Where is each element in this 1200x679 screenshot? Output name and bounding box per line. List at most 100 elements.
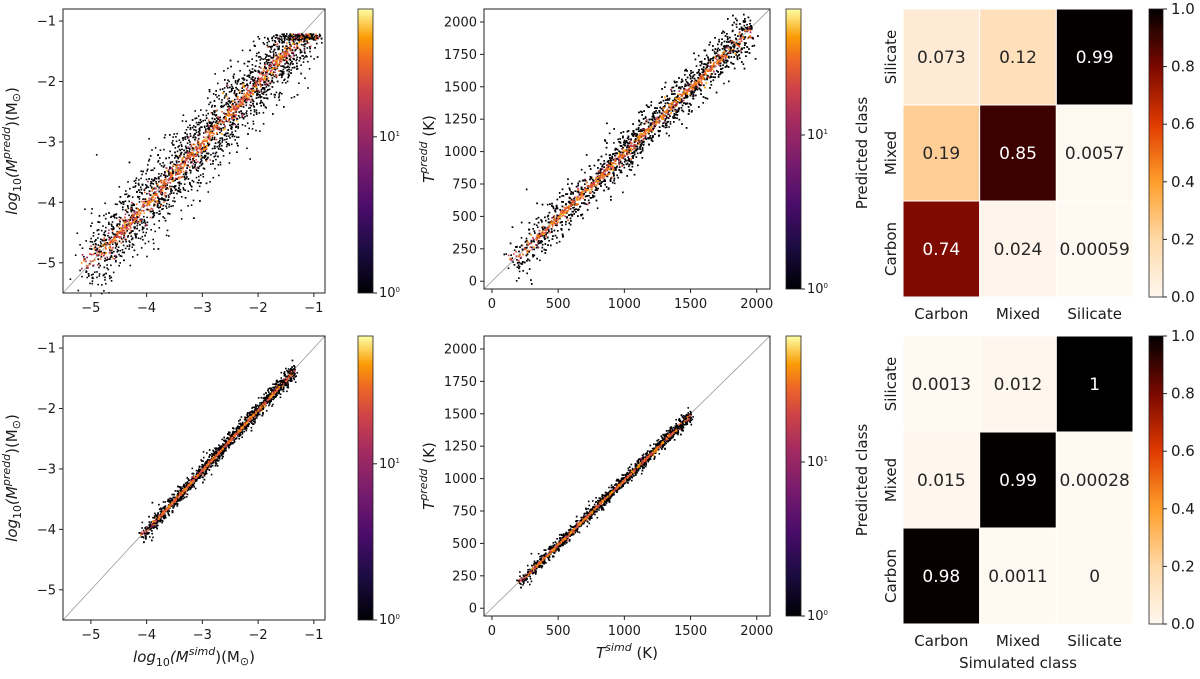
data-point (220, 130, 223, 132)
ridge-point (224, 118, 227, 120)
data-point (215, 114, 218, 116)
data-point (169, 162, 172, 165)
data-point (118, 240, 121, 243)
ridge-point (117, 236, 120, 238)
data-point (146, 208, 149, 211)
data-point (249, 49, 251, 52)
ridge-point (188, 155, 191, 157)
data-point (206, 141, 208, 143)
data-point (247, 84, 249, 87)
data-point (123, 234, 125, 237)
data-point (163, 136, 166, 139)
ridge-point (117, 232, 120, 235)
data-point (236, 151, 238, 153)
data-point (103, 254, 105, 257)
data-point (278, 47, 280, 49)
data-point (197, 160, 199, 163)
data-point (242, 106, 245, 108)
data-point (290, 34, 292, 36)
data-point (106, 264, 108, 266)
data-point (260, 99, 262, 102)
data-point (193, 157, 195, 159)
data-point (202, 114, 204, 116)
data-point (159, 163, 161, 165)
data-point (225, 141, 228, 143)
data-point (246, 83, 248, 85)
data-point (244, 115, 246, 118)
data-point (108, 275, 111, 277)
data-point (278, 74, 281, 76)
data-point (213, 110, 215, 112)
ridge-point (180, 162, 183, 165)
data-point (108, 229, 110, 231)
ridge-point (169, 177, 172, 180)
ridge-point (212, 129, 215, 131)
ridge-point (196, 152, 198, 154)
data-point (202, 167, 205, 170)
data-point (111, 225, 113, 227)
y-tick-label: −5 (37, 256, 56, 271)
data-point (192, 162, 195, 165)
data-point (199, 122, 201, 124)
data-point (186, 176, 188, 178)
ridge-point (169, 181, 172, 184)
ridge-point (184, 157, 187, 160)
data-point (84, 208, 86, 210)
data-point (104, 244, 106, 247)
data-point (211, 104, 214, 107)
data-point (157, 201, 159, 203)
data-point (241, 81, 244, 84)
data-point (144, 191, 146, 194)
data-point (253, 109, 256, 111)
data-point (220, 127, 223, 130)
data-point (221, 99, 223, 101)
data-point (136, 222, 139, 225)
data-point (101, 253, 103, 256)
data-point (181, 168, 184, 170)
data-point (118, 219, 121, 221)
data-point (103, 214, 105, 217)
data-point (262, 68, 265, 70)
ridge-point (197, 151, 200, 154)
data-point (265, 93, 268, 96)
data-point (127, 207, 130, 210)
ridge-point (278, 57, 281, 60)
data-point (263, 88, 266, 91)
data-point (141, 173, 143, 176)
data-point (279, 73, 281, 76)
data-point (308, 38, 311, 40)
ridge-point (278, 62, 281, 64)
data-point (241, 124, 244, 126)
data-point (238, 90, 241, 93)
data-point (224, 125, 226, 127)
ridge-point (116, 235, 119, 237)
data-point (248, 107, 250, 109)
data-point (138, 229, 141, 232)
data-point (286, 69, 288, 72)
data-point (268, 82, 271, 85)
data-point (172, 200, 174, 202)
data-point (318, 33, 321, 36)
data-point (161, 188, 163, 190)
data-point (266, 63, 268, 65)
data-point (150, 207, 153, 210)
data-point (214, 118, 216, 120)
data-point (217, 116, 219, 118)
ridge-point (121, 227, 123, 230)
data-point (278, 93, 281, 95)
data-point (262, 111, 265, 114)
data-point (91, 208, 93, 210)
data-point (267, 38, 269, 41)
data-point (206, 158, 208, 160)
data-point (110, 276, 113, 279)
data-point (199, 162, 201, 164)
data-point (216, 132, 218, 134)
data-point (88, 275, 90, 277)
data-point (292, 40, 295, 43)
data-point (107, 232, 110, 234)
data-point (268, 45, 270, 48)
data-point (195, 131, 198, 133)
data-point (305, 33, 307, 36)
data-point (79, 269, 81, 272)
data-point (228, 119, 230, 122)
